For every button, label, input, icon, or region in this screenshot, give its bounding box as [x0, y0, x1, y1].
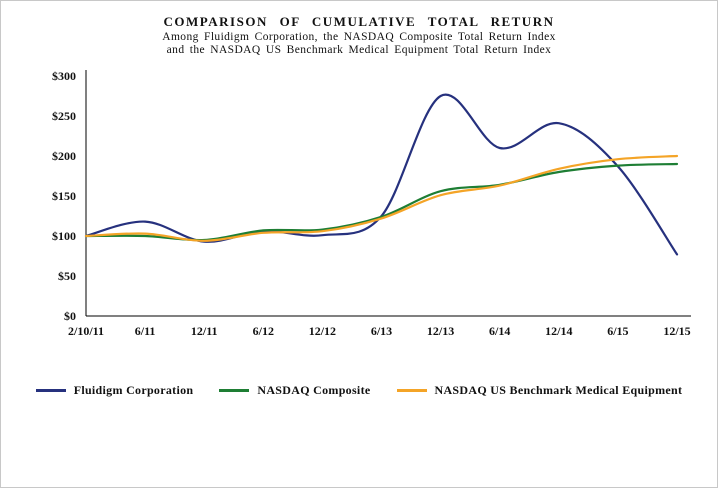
- svg-text:12/12: 12/12: [309, 324, 336, 338]
- chart-legend: Fluidigm Corporation NASDAQ Composite NA…: [1, 383, 717, 398]
- svg-text:12/13: 12/13: [427, 324, 454, 338]
- svg-text:2/10/11: 2/10/11: [68, 324, 104, 338]
- svg-text:6/12: 6/12: [253, 324, 274, 338]
- svg-text:6/14: 6/14: [489, 324, 510, 338]
- chart-subtitle-line2: and the NASDAQ US Benchmark Medical Equi…: [166, 44, 552, 56]
- legend-label-medical-equipment: NASDAQ US Benchmark Medical Equipment: [434, 383, 683, 397]
- svg-text:12/14: 12/14: [545, 324, 572, 338]
- svg-text:$50: $50: [58, 269, 76, 283]
- chart-subtitle-line1: Among Fluidigm Corporation, the NASDAQ C…: [162, 31, 556, 43]
- legend-label-nasdaq-composite: NASDAQ Composite: [257, 383, 371, 397]
- cumulative-return-line-chart: $0 $50 $100 $150 $200 $250 $300 2/10/11 6/11 12/1…: [52, 69, 691, 338]
- svg-text:12/15: 12/15: [663, 324, 690, 338]
- plot-area: $0 $50 $100 $150 $200 $250 $300 2/10/11 6/11 12/1…: [1, 60, 717, 365]
- svg-text:$200: $200: [52, 149, 76, 163]
- svg-text:6/15: 6/15: [607, 324, 628, 338]
- svg-text:6/11: 6/11: [135, 324, 156, 338]
- svg-text:12/11: 12/11: [191, 324, 218, 338]
- legend-item-nasdaq-composite: NASDAQ Composite: [219, 383, 370, 398]
- chart-header: COMPARISON OF CUMULATIVE TOTAL RETURN Am…: [1, 1, 717, 56]
- svg-text:$150: $150: [52, 189, 76, 203]
- svg-text:$100: $100: [52, 229, 76, 243]
- legend-label-fluidigm: Fluidigm Corporation: [73, 383, 194, 397]
- legend-item-medical-equipment: NASDAQ US Benchmark Medical Equipment: [396, 383, 683, 398]
- medical-equipment-line-swatch: [396, 389, 427, 392]
- legend-item-fluidigm: Fluidigm Corporation: [35, 383, 194, 398]
- chart-title: COMPARISON OF CUMULATIVE TOTAL RETURN: [163, 14, 555, 29]
- nasdaq-composite-line-swatch: [219, 389, 250, 392]
- svg-text:$0: $0: [64, 309, 76, 323]
- svg-text:6/13: 6/13: [371, 324, 392, 338]
- svg-text:$250: $250: [52, 109, 76, 123]
- fluidigm-line-swatch: [35, 389, 66, 392]
- svg-text:$300: $300: [52, 69, 76, 83]
